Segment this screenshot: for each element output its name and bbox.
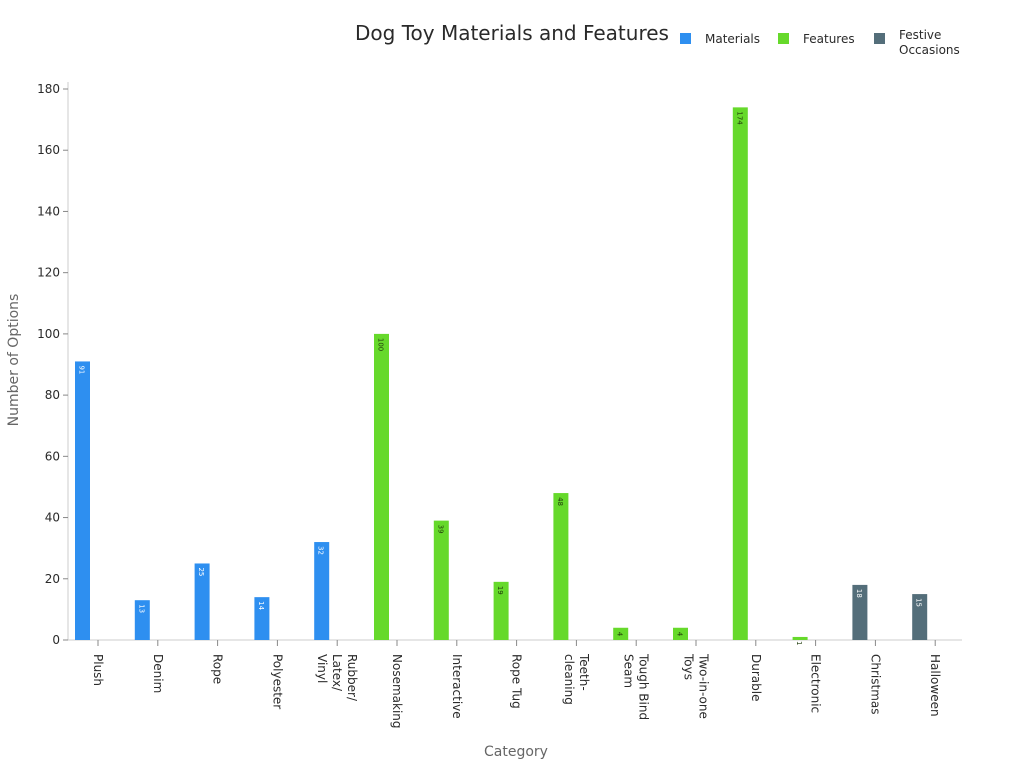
bar (433, 520, 449, 640)
y-tick-label: 40 (45, 511, 60, 525)
bar (852, 584, 868, 640)
bar (673, 627, 688, 640)
y-tick-label: 60 (45, 449, 60, 463)
y-tick-label: 120 (37, 266, 60, 280)
bar-value-label: 32 (317, 546, 325, 555)
y-tick-label: 140 (37, 204, 60, 218)
x-axis-ticks: Plush Denim Rope Polyester Rubber/Latex/Viny… (91, 640, 942, 729)
legend-swatch (778, 33, 789, 44)
y-tick-label: 160 (37, 143, 60, 157)
x-tick-label: Halloween (928, 654, 942, 717)
x-tick-label: Plush (91, 654, 105, 686)
bar (374, 333, 389, 640)
y-tick-label: 0 (52, 633, 60, 647)
bar (314, 542, 330, 640)
y-axis-label: Number of Options (6, 294, 22, 427)
x-tick-label: Two-in-oneToys (682, 653, 711, 719)
y-axis-ticks: 0 20 40 60 80 100 120 140 160 180 (37, 82, 68, 647)
chart-title: Dog Toy Materials and Features (355, 21, 669, 45)
bar (493, 581, 509, 640)
bar (732, 107, 748, 640)
bar-value-label: 39 (436, 525, 444, 534)
bar-value-label: 174 (735, 111, 743, 125)
y-tick-label: 180 (37, 82, 60, 96)
legend-swatch (680, 33, 691, 44)
x-tick-label: Tough BindSeam (622, 653, 651, 720)
x-tick-label: Nosemaking (390, 654, 404, 729)
y-tick-label: 20 (45, 572, 60, 586)
bars: 91 13 25 14 32 100 39 19 48 4 4 174 1 18 15 (75, 107, 928, 645)
x-tick-label: Christmas (868, 654, 882, 715)
x-tick-label: Rope (211, 654, 225, 684)
x-tick-label: Teeth-cleaning (562, 653, 591, 705)
bar-value-label: 14 (257, 601, 265, 610)
bar (134, 600, 150, 640)
legend-label: Festive Occasions (899, 28, 960, 57)
bar-value-label: 48 (556, 497, 564, 506)
bar-value-label: 18 (855, 589, 863, 598)
x-tick-label: Interactive (450, 654, 464, 719)
x-tick-label: Electronic (809, 654, 823, 713)
legend-swatch (874, 33, 885, 44)
x-tick-label: Polyester (270, 654, 284, 709)
legend-label: Features (803, 32, 855, 46)
bar (75, 361, 90, 640)
bar-value-label: 13 (137, 604, 145, 613)
x-tick-label: Denim (151, 654, 165, 693)
legend: Materials Features Festive Occasions (680, 28, 960, 57)
x-axis-label: Category (484, 744, 548, 760)
y-tick-label: 100 (37, 327, 60, 341)
bar-value-label: 15 (915, 598, 923, 607)
bar-value-label: 100 (377, 338, 385, 351)
x-tick-label: Rubber/Latex/Vinyl (315, 654, 359, 702)
bar (254, 597, 270, 640)
bar (613, 627, 629, 640)
x-tick-label: Rope Tug (510, 654, 524, 709)
bar (912, 594, 928, 640)
bar (194, 563, 210, 640)
x-tick-label: Durable (749, 654, 763, 701)
bar (553, 493, 569, 640)
legend-label: Materials (705, 32, 760, 46)
bar-value-label: 4 (676, 632, 684, 637)
bar-value-label: 19 (496, 586, 504, 595)
bar (792, 636, 808, 640)
bar-value-label: 4 (616, 632, 624, 637)
bar-value-label: 1 (795, 641, 803, 645)
bar-value-label: 91 (78, 365, 86, 374)
bar-value-label: 25 (197, 567, 205, 576)
y-tick-label: 80 (45, 388, 60, 402)
